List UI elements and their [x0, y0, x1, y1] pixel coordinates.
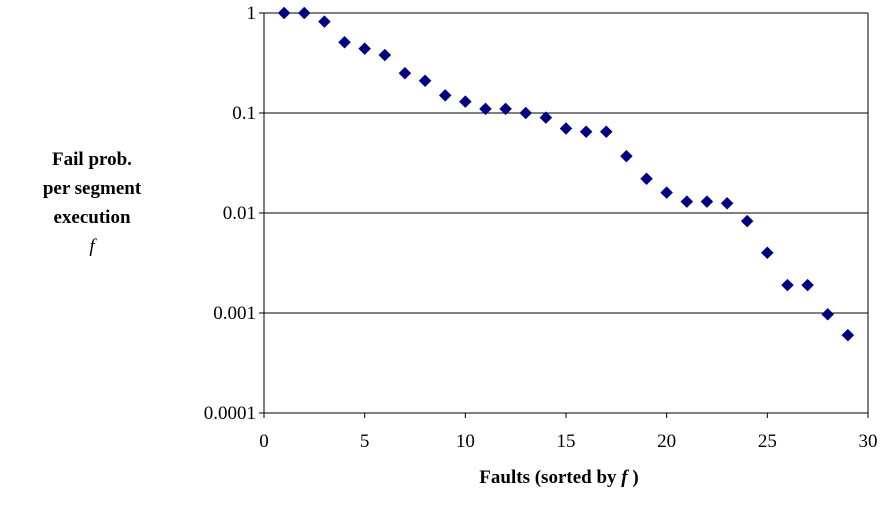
data-point	[398, 66, 412, 80]
data-points	[277, 6, 855, 342]
data-point	[660, 186, 674, 199]
y-axis-title: Fail prob. per segment execution f	[18, 145, 166, 261]
data-point	[519, 106, 533, 120]
data-point	[418, 74, 432, 88]
x-axis-title-symbol: f	[621, 467, 628, 488]
data-point	[841, 328, 855, 342]
x-tick-label: 25	[758, 431, 777, 452]
y-tick-label: 1	[247, 3, 257, 24]
x-tick-label: 20	[657, 431, 676, 452]
data-point	[479, 102, 492, 116]
y-axis-title-line-1: Fail prob.	[52, 149, 132, 170]
data-point	[620, 149, 633, 163]
data-point	[579, 125, 593, 139]
data-point	[499, 102, 512, 116]
data-point	[378, 48, 392, 62]
data-point	[760, 246, 774, 260]
y-tick-label: 0.01	[223, 203, 256, 224]
data-point	[438, 89, 452, 102]
data-point	[539, 111, 553, 124]
y-tick-label: 0.1	[232, 103, 256, 124]
data-point	[599, 125, 613, 139]
data-point	[318, 15, 331, 28]
data-point	[801, 278, 814, 292]
data-point	[458, 95, 472, 108]
gridlines	[264, 12, 869, 413]
axes	[259, 12, 869, 418]
data-point	[358, 42, 372, 56]
data-point	[781, 278, 794, 292]
x-axis-title: Faults (sorted by f )	[0, 467, 885, 489]
data-point	[821, 307, 835, 321]
x-tick-label: 15	[557, 431, 576, 452]
data-point	[338, 35, 351, 49]
x-axis-title-close: )	[627, 467, 639, 488]
data-point	[740, 214, 754, 228]
data-point	[640, 172, 653, 186]
y-tick-label: 0.001	[213, 303, 256, 324]
x-tick-label: 5	[360, 431, 370, 452]
data-point	[720, 196, 734, 210]
x-tick-label: 10	[456, 431, 475, 452]
data-point	[559, 122, 573, 135]
data-point	[297, 6, 311, 20]
data-point	[680, 195, 694, 208]
y-axis-title-line-3: execution	[53, 207, 131, 228]
data-point	[277, 6, 291, 20]
y-axis-title-symbol: f	[89, 236, 95, 257]
y-tick-label: 0.0001	[204, 403, 256, 424]
x-axis-title-text: Faults (sorted by	[479, 467, 622, 488]
x-tick-label: 0	[259, 431, 269, 452]
x-tick-label: 30	[859, 431, 878, 452]
y-axis-title-line-2: per segment	[42, 178, 142, 199]
data-point	[700, 195, 714, 208]
